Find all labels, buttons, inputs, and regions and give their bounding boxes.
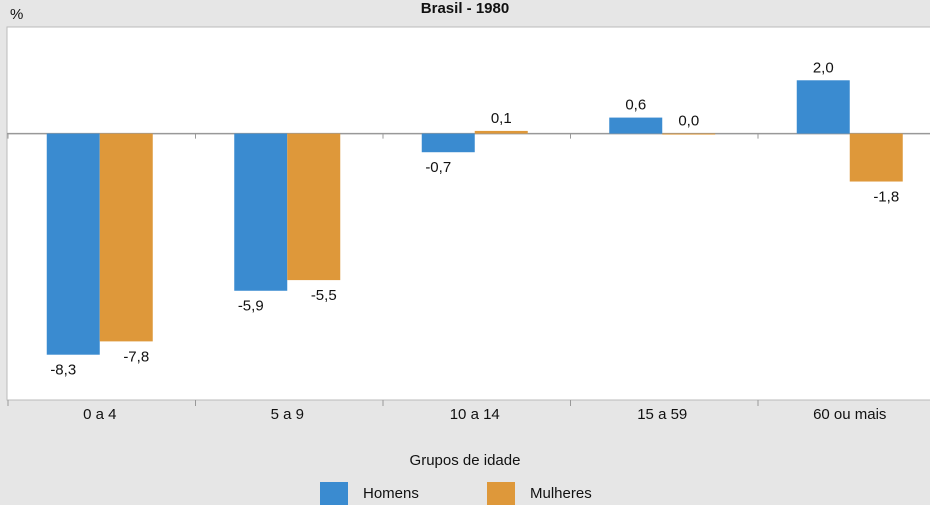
x-tick-label: 10 a 14 [450, 406, 500, 423]
bar [421, 133, 475, 153]
legend-swatch [320, 482, 348, 505]
bar [46, 133, 100, 355]
value-label: 0,6 [625, 97, 646, 114]
x-tick-label: 15 a 59 [637, 406, 687, 423]
bar [99, 133, 153, 342]
bar [474, 130, 528, 134]
legend-label: Mulheres [530, 485, 592, 502]
value-label: -1,8 [873, 188, 899, 205]
legend-swatch [487, 482, 515, 505]
value-label: -5,5 [311, 287, 337, 304]
value-label: 2,0 [813, 59, 834, 76]
bar [609, 117, 663, 134]
bar [849, 133, 903, 182]
chart-title: Brasil - 1980 [421, 0, 509, 17]
value-label: -8,3 [50, 362, 76, 379]
x-tick-label: 0 a 4 [83, 406, 116, 423]
x-axis-label: Grupos de idade [410, 452, 521, 469]
value-label: -7,8 [123, 348, 149, 365]
value-label: -5,9 [238, 298, 264, 315]
x-tick-label: 60 ou mais [813, 406, 886, 423]
x-tick-label: 5 a 9 [271, 406, 304, 423]
legend-label: Homens [363, 485, 419, 502]
bar [662, 133, 716, 135]
y-axis-label: % [10, 6, 23, 23]
bar [234, 133, 288, 291]
bar [796, 80, 850, 134]
value-label: 0,1 [491, 110, 512, 127]
value-label: -0,7 [425, 159, 451, 176]
value-label: 0,0 [678, 113, 699, 130]
plot-area [6, 26, 930, 401]
bar [287, 133, 341, 281]
